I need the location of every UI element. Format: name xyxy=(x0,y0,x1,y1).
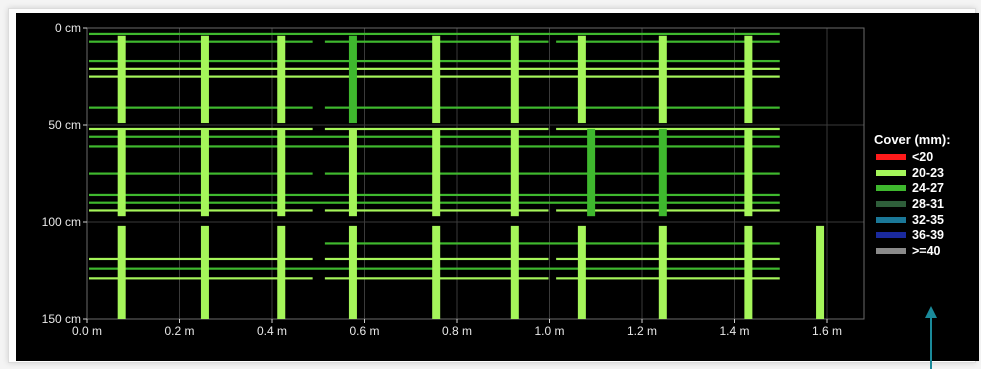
legend-label: <20 xyxy=(912,149,934,164)
legend-item: <20 xyxy=(874,149,951,165)
x-tick-label: 1.2 m xyxy=(627,324,657,338)
vertical-bar xyxy=(744,128,753,217)
vertical-bar xyxy=(200,225,209,319)
horizontal-bar xyxy=(556,209,780,212)
vertical-bar xyxy=(277,35,286,124)
legend-label: 20-23 xyxy=(912,165,944,180)
horizontal-bar xyxy=(89,32,780,36)
legend-item: 32-35 xyxy=(874,212,951,228)
horizontal-bar xyxy=(89,277,313,280)
vertical-bar xyxy=(658,225,667,319)
horizontal-bar xyxy=(89,40,313,43)
y-tick-label: 0 cm xyxy=(55,21,81,35)
legend-item: 20-23 xyxy=(874,165,951,181)
horizontal-bar xyxy=(324,242,780,245)
cover-map-chart: 0 cm 50 cm 100 cm 150 cm0.0 m 0.2 m 0.4 m 0.6 … xyxy=(42,21,865,338)
vertical-bar xyxy=(432,128,441,217)
vertical-bar xyxy=(510,225,519,319)
x-tick-label: 0.8 m xyxy=(442,324,472,338)
legend-item: >=40 xyxy=(874,243,951,259)
y-tick-label: 100 cm xyxy=(42,215,81,229)
legend-item: 28-31 xyxy=(874,196,951,212)
horizontal-bar xyxy=(89,257,313,261)
pointer-arrow-icon xyxy=(925,306,937,369)
legend-label: 28-31 xyxy=(912,196,944,211)
legend-label: 32-35 xyxy=(912,212,944,227)
y-tick-label: 150 cm xyxy=(42,312,81,326)
vertical-bar xyxy=(348,225,357,319)
vertical-bar xyxy=(510,35,519,124)
legend-swatch xyxy=(876,169,906,176)
vertical-bar xyxy=(432,35,441,124)
vertical-bar xyxy=(587,128,596,217)
x-tick-label: 1.6 m xyxy=(812,324,842,338)
vertical-bar xyxy=(577,225,586,319)
legend: Cover (mm): <20 20-23 24-27 28-31 32-35 36-39… xyxy=(874,132,951,259)
vertical-bar xyxy=(200,128,209,217)
vertical-bar xyxy=(577,35,586,124)
x-tick-label: 0.4 m xyxy=(257,324,287,338)
vertical-bar xyxy=(117,225,126,319)
vertical-bar xyxy=(816,225,825,319)
y-tick-label: 50 cm xyxy=(48,118,81,132)
vertical-bar xyxy=(658,128,667,217)
horizontal-bar xyxy=(556,127,780,131)
vertical-bar xyxy=(510,128,519,217)
x-tick-label: 1.0 m xyxy=(534,324,564,338)
legend-label: >=40 xyxy=(912,243,941,258)
vertical-bar xyxy=(744,225,753,319)
vertical-bar xyxy=(277,225,286,319)
horizontal-bar xyxy=(556,40,780,43)
horizontal-bar xyxy=(89,209,313,212)
horizontal-bar xyxy=(324,172,780,175)
legend-swatch xyxy=(876,232,906,239)
vertical-bar xyxy=(200,35,209,124)
legend-swatch xyxy=(876,216,906,223)
horizontal-bar xyxy=(324,106,780,109)
legend-item: 36-39 xyxy=(874,227,951,243)
horizontal-bar xyxy=(556,257,780,261)
legend-swatch xyxy=(876,153,906,160)
horizontal-bar xyxy=(89,106,313,109)
chart-panel: 0 cm 50 cm 100 cm 150 cm 0.0 m 0.2 m 0.4 m 0.6 … xyxy=(16,13,979,361)
legend-items: <20 20-23 24-27 28-31 32-35 36-39 >=40 xyxy=(874,149,951,259)
vertical-bar xyxy=(117,35,126,124)
horizontal-bar xyxy=(89,172,313,175)
x-tick-label: 0.6 m xyxy=(349,324,379,338)
vertical-bar xyxy=(432,225,441,319)
legend-title: Cover (mm): xyxy=(874,132,951,147)
legend-item: 24-27 xyxy=(874,180,951,196)
legend-label: 24-27 xyxy=(912,181,944,196)
vertical-bar xyxy=(117,128,126,217)
vertical-bar xyxy=(348,35,357,124)
x-tick-label: 0.2 m xyxy=(164,324,194,338)
legend-swatch xyxy=(876,247,906,254)
x-tick-label: 0.0 m xyxy=(72,324,102,338)
vertical-bar xyxy=(658,35,667,124)
vertical-bar xyxy=(744,35,753,124)
vertical-bar xyxy=(348,128,357,217)
horizontal-bar xyxy=(556,277,780,280)
legend-swatch xyxy=(876,185,906,192)
horizontal-bar xyxy=(89,127,313,131)
x-tick-label: 1.4 m xyxy=(719,324,749,338)
legend-label: 36-39 xyxy=(912,228,944,243)
legend-swatch xyxy=(876,200,906,207)
plot-border xyxy=(86,27,865,320)
vertical-bar xyxy=(277,128,286,217)
